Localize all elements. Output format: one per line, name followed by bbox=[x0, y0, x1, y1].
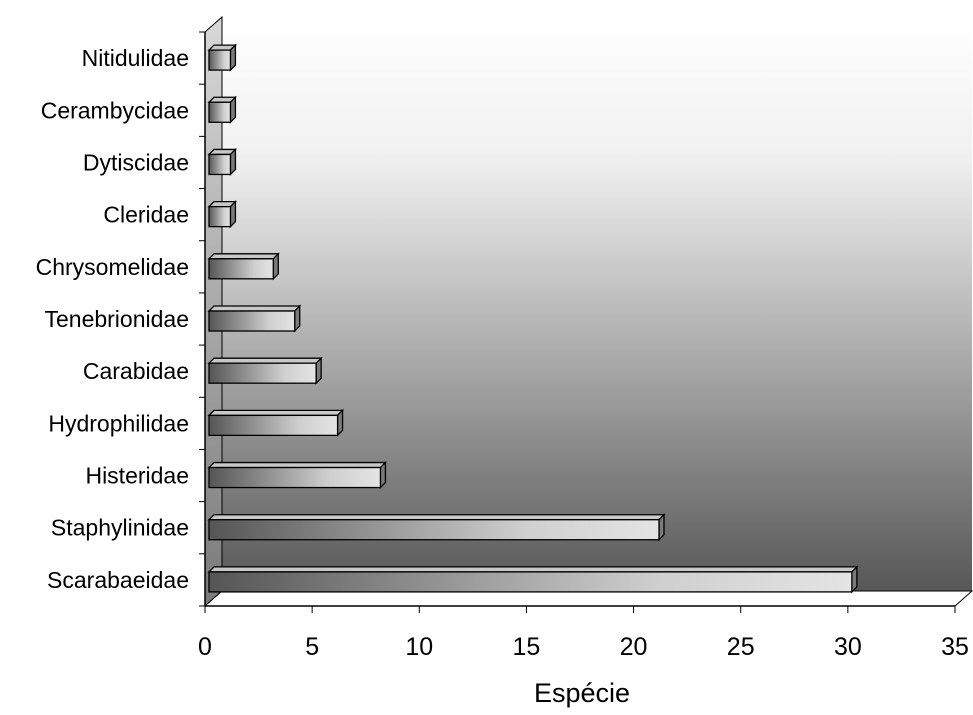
bar-cleridae bbox=[207, 200, 237, 229]
x-tick-label: 20 bbox=[620, 633, 648, 661]
bar-top-face bbox=[207, 305, 302, 312]
chart-back-wall bbox=[222, 17, 972, 591]
category-label: Cerambycidae bbox=[41, 97, 189, 123]
bar-cerambycidae bbox=[207, 95, 237, 124]
category-label: Nitidulidae bbox=[82, 45, 189, 71]
bars bbox=[207, 43, 859, 594]
x-tick-label: 25 bbox=[727, 633, 755, 661]
category-ticks bbox=[199, 31, 205, 607]
bar-front-face bbox=[208, 362, 317, 384]
bar-front-face bbox=[208, 205, 232, 228]
bar-top-face bbox=[207, 461, 387, 469]
bar-front-face bbox=[208, 466, 382, 489]
chart-floor bbox=[203, 590, 973, 607]
category-label: Tenebrionidae bbox=[44, 306, 189, 332]
bar-front-face bbox=[208, 153, 232, 176]
bar-top-face bbox=[207, 514, 666, 521]
bar-end-face bbox=[229, 43, 237, 72]
bar-end-face bbox=[315, 356, 322, 385]
bar-staphylinidae bbox=[207, 513, 666, 542]
category-labels: Scarabaeidae Staphylinidae Histeridae Hydro… bbox=[36, 45, 189, 593]
bar-end-face bbox=[658, 513, 665, 542]
bar-front-face bbox=[208, 101, 232, 123]
bar-end-face bbox=[229, 200, 237, 229]
x-tick-label: 0 bbox=[198, 633, 212, 661]
bar-top-face bbox=[207, 357, 323, 364]
bar-tenebrionidae bbox=[207, 304, 302, 333]
bar-hydrophilidae bbox=[207, 408, 345, 437]
category-label: Carabidae bbox=[83, 358, 189, 384]
bar-nitidulidae bbox=[207, 43, 237, 72]
bar-end-face bbox=[336, 408, 344, 437]
bar-end-face bbox=[272, 252, 279, 281]
bar-front-face bbox=[208, 49, 232, 71]
bar-end-face bbox=[294, 304, 301, 333]
x-tick-label: 10 bbox=[405, 633, 433, 661]
bar-carabidae bbox=[207, 356, 323, 385]
bar-top-face bbox=[207, 253, 280, 260]
bar-top-face bbox=[207, 409, 345, 417]
category-label: Dytiscidae bbox=[83, 149, 189, 175]
category-label: Scarabaeidae bbox=[47, 567, 189, 593]
category-label: Cleridae bbox=[103, 202, 189, 228]
bar-front-face bbox=[208, 519, 660, 541]
bar-chrysomelidae bbox=[207, 252, 280, 281]
value-axis-ticks: 0 5 10 15 20 25 30 35 bbox=[198, 606, 969, 661]
x-tick-label: 30 bbox=[834, 633, 862, 661]
category-label: Histeridae bbox=[85, 463, 189, 489]
category-label: Chrysomelidae bbox=[36, 254, 189, 280]
bar-end-face bbox=[229, 95, 237, 124]
x-tick-label: 5 bbox=[305, 633, 319, 661]
bar-scarabaeidae bbox=[207, 565, 859, 594]
bar-end-face bbox=[379, 460, 387, 490]
x-axis-title: Espécie bbox=[534, 678, 630, 708]
bar-histeridae bbox=[207, 460, 387, 490]
bar-front-face bbox=[208, 414, 339, 437]
bar-front-face bbox=[208, 310, 296, 332]
category-label: Hydrophilidae bbox=[48, 410, 189, 436]
bar-dytiscidae bbox=[207, 147, 237, 177]
bar-front-face bbox=[208, 258, 274, 280]
x-tick-label: 15 bbox=[513, 633, 541, 661]
bar-end-face bbox=[851, 565, 858, 594]
category-label: Staphylinidae bbox=[51, 515, 189, 541]
bar-top-face bbox=[207, 566, 859, 573]
bar-end-face bbox=[229, 147, 237, 177]
x-tick-label: 35 bbox=[941, 633, 969, 661]
bar-front-face bbox=[208, 571, 853, 593]
